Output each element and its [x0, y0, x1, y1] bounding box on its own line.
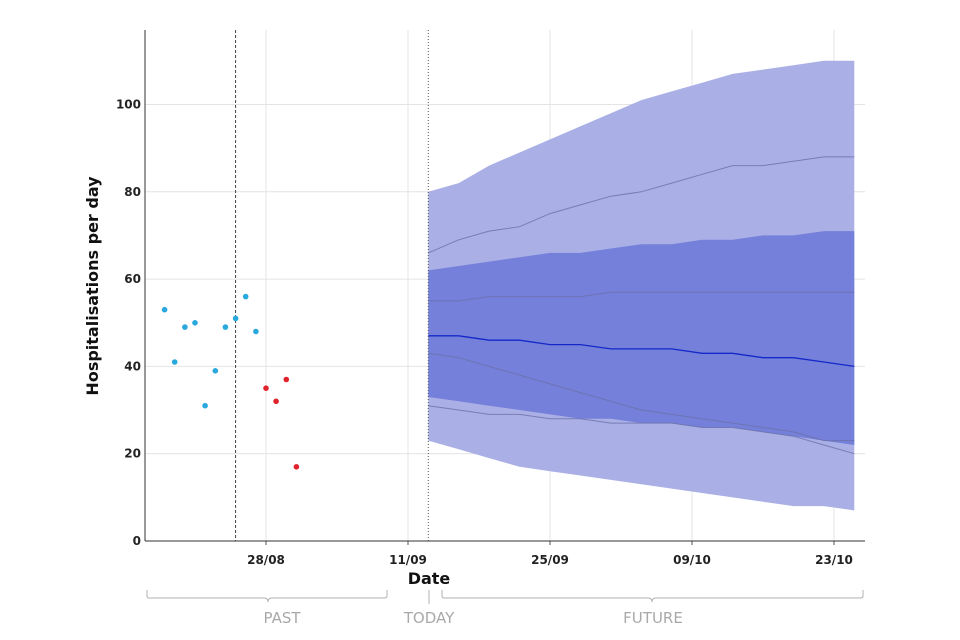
data-point	[232, 315, 239, 322]
x-tick-label: 28/08	[247, 553, 285, 567]
forecast-bands	[428, 60, 855, 511]
reference-lines	[235, 30, 429, 541]
forecast-sample-line	[428, 352, 855, 442]
data-point	[222, 324, 229, 330]
period-brackets: PAST TODAY FUTURE	[146, 590, 864, 627]
axes	[144, 30, 865, 545]
data-point	[263, 385, 269, 392]
data-point	[171, 359, 178, 365]
past-bracket	[146, 590, 388, 603]
data-point	[192, 320, 198, 326]
x-tick-label: 09/10	[673, 553, 711, 567]
y-tick-label: 100	[116, 98, 141, 112]
forecast-sample-line	[428, 405, 855, 455]
today-label: TODAY	[403, 609, 455, 627]
forecast-sample-line	[428, 291, 855, 302]
axis-labels: 0 20 40 60 80 100 28/08 11/09 25/09 09/10 23/10	[116, 98, 853, 568]
y-axis-title: Hospitalisations per day	[83, 176, 102, 396]
data-point	[253, 328, 259, 335]
x-tick-label: 11/09	[389, 553, 427, 567]
observed-points	[161, 293, 300, 470]
past-label: PAST	[263, 609, 301, 627]
forecast-inner-band	[428, 231, 855, 445]
y-tick-label: 20	[124, 447, 141, 461]
data-point	[283, 376, 290, 383]
x-axis-title: Date	[408, 569, 451, 588]
y-tick-label: 60	[124, 272, 141, 286]
data-point	[212, 368, 219, 374]
y-tick-label: 40	[124, 359, 141, 373]
x-tick-label: 25/09	[531, 553, 569, 567]
x-tick-label: 23/10	[815, 553, 853, 567]
data-point	[273, 398, 279, 405]
forecast-sample-line	[428, 156, 855, 254]
data-point	[182, 324, 188, 330]
y-tick-label: 80	[124, 185, 141, 199]
future-bracket	[441, 590, 864, 603]
data-point	[293, 464, 300, 470]
data-point	[161, 306, 168, 313]
data-point	[202, 402, 208, 409]
forecast-median-line	[428, 335, 855, 368]
data-point	[242, 293, 249, 300]
y-tick-label: 0	[133, 534, 141, 548]
future-label: FUTURE	[623, 609, 683, 627]
